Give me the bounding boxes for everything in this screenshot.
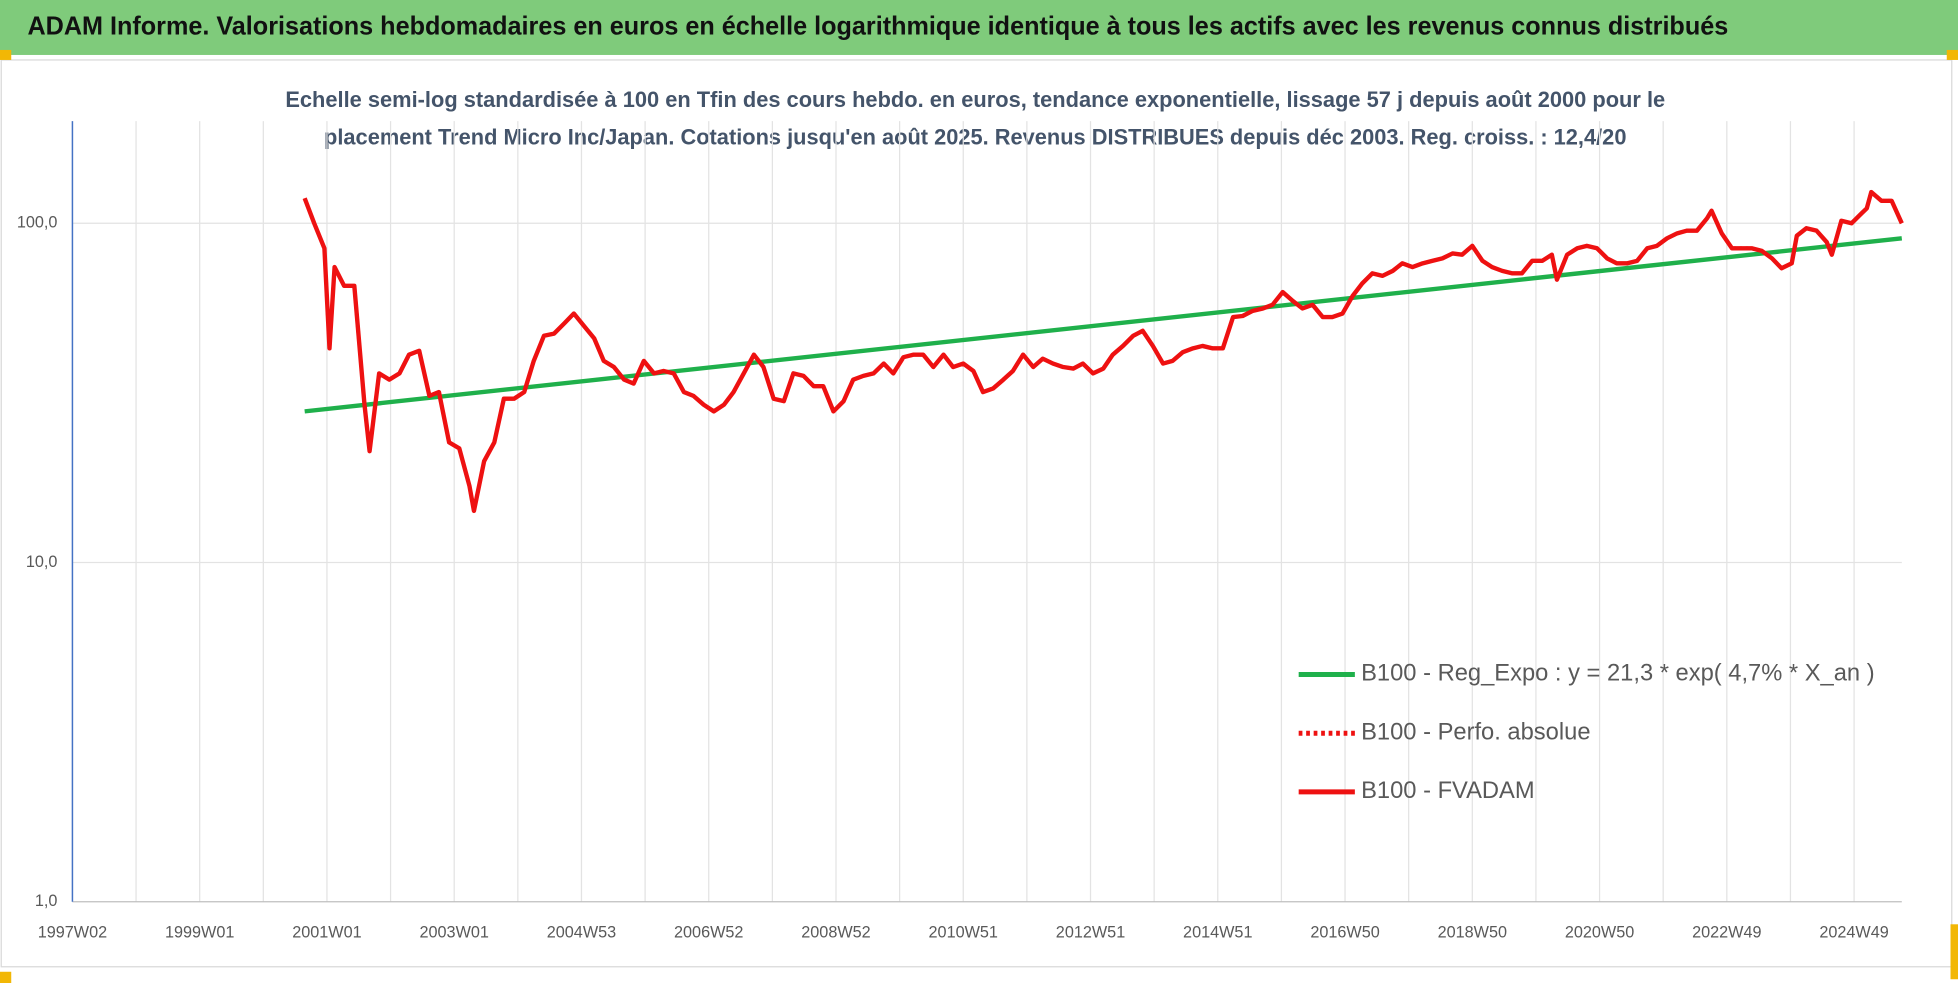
y-tick-label: 10,0 <box>26 553 58 571</box>
y-tick-label: 1,0 <box>35 892 58 910</box>
corner-mark <box>0 49 12 60</box>
x-tick-label: 2006W52 <box>674 923 743 941</box>
x-tick-label: 2003W01 <box>419 923 488 941</box>
x-tick-label: 2024W49 <box>1819 923 1888 941</box>
x-tick-label: 2004W53 <box>547 923 616 941</box>
x-tick-label: 1997W02 <box>38 923 107 941</box>
x-tick-label: 2001W01 <box>292 923 361 941</box>
x-tick-label: 1999W01 <box>165 923 234 941</box>
corner-mark <box>1946 49 1958 60</box>
x-tick-label: 2008W52 <box>801 923 870 941</box>
legend-label: B100 - Reg_Expo : y = 21,3 * exp( 4,7% *… <box>1361 661 1874 687</box>
x-tick-label: 2016W50 <box>1310 923 1379 941</box>
x-tick-label: 2010W51 <box>929 923 998 941</box>
x-tick-label: 2014W51 <box>1183 923 1252 941</box>
chart-subtitle: placement Trend Micro Inc/Japan. Cotatio… <box>324 125 1626 150</box>
data-line <box>302 189 1904 514</box>
data-line <box>304 236 1903 414</box>
x-tick-label: 2020W50 <box>1565 923 1634 941</box>
corner-mark <box>0 971 12 983</box>
legend-label: B100 - Perfo. absolue <box>1361 719 1590 745</box>
x-tick-label: 2022W49 <box>1692 923 1761 941</box>
header-bar <box>0 0 1958 55</box>
chart-subtitle: Echelle semi-log standardisée à 100 en T… <box>285 87 1665 112</box>
legend: B100 - Reg_Expo : y = 21,3 * exp( 4,7% *… <box>1298 661 1875 804</box>
chart-frame <box>0 59 1953 968</box>
legend-label: B100 - FVADAM <box>1361 778 1535 804</box>
x-tick-label: 2018W50 <box>1438 923 1507 941</box>
y-tick-label: 100,0 <box>17 214 58 232</box>
corner-mark <box>1950 924 1958 980</box>
x-tick-label: 2012W51 <box>1056 923 1125 941</box>
chart-title: ADAM Informe. Valorisations hebdomadaire… <box>27 10 1728 40</box>
